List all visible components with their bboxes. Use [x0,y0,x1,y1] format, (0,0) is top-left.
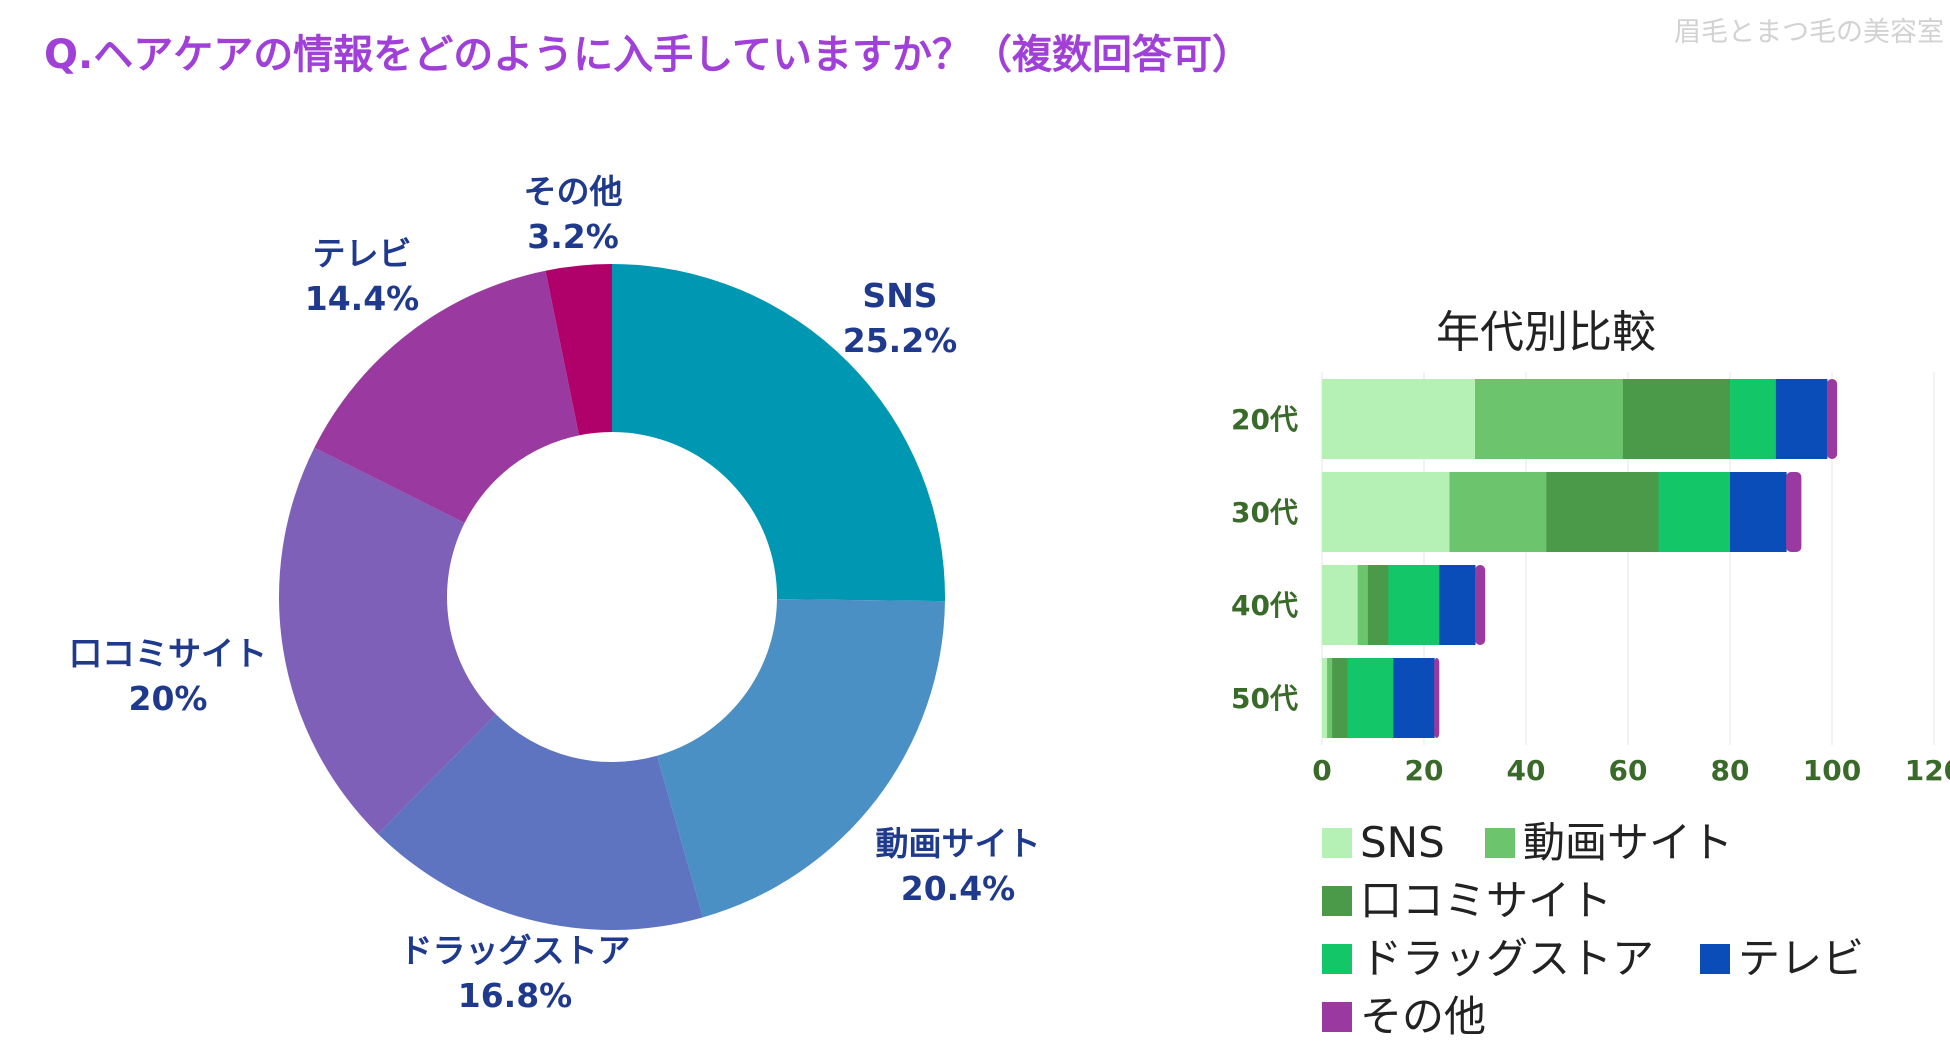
bar-segment [1388,565,1440,645]
legend-label: その他 [1360,992,1486,1041]
bar-segment [1367,565,1389,645]
bar-segment [1434,658,1440,738]
y-tick-label: 20代 [1231,403,1298,436]
bar-segment [1322,658,1328,738]
donut-slice-5 [545,264,612,436]
bar-chart-title: 年代別比較 [1436,307,1656,358]
donut-slice-0 [612,264,945,602]
x-tick-label: 0 [1312,754,1331,787]
bar-segment [1546,472,1660,552]
bar-segment [1730,379,1777,459]
legend-label: SNS [1360,818,1445,867]
slice-value-label: 14.4% [305,279,420,318]
x-tick-label: 60 [1609,754,1648,787]
slice-value-label: 20% [129,679,208,718]
legend-swatch [1700,944,1730,974]
x-tick-label: 100 [1803,754,1861,787]
legend-swatch [1485,828,1515,858]
legend-label: 口コミサイト [1360,876,1612,925]
watermark: 眉毛とまつ毛の美容室 [1674,17,1944,48]
bar-segment [1786,472,1802,552]
x-tick-label: 20 [1405,754,1444,787]
bar-segment [1327,658,1333,738]
legend-swatch [1322,1002,1352,1032]
x-tick-label: 40 [1507,754,1546,787]
legend-label: テレビ [1738,934,1864,983]
slice-value-label: 20.4% [901,869,1016,908]
legend-swatch [1322,944,1352,974]
page-title: Q.ヘアケアの情報をどのように入手していますか？（複数回答可） [44,32,1252,78]
bar-segment [1393,658,1435,738]
donut-chart: SNS 25.2% 動画サイト 20.4% ドラッグストア 16.8% 口コミサイト 20% テ… [69,172,1041,1015]
bar-segment [1658,472,1731,552]
slice-label: ドラッグストア [400,931,631,970]
legend-swatch [1322,886,1352,916]
legend-label: ドラッグストア [1360,934,1654,983]
bar-segment [1730,472,1787,552]
bar-segment [1347,658,1394,738]
donut-slice-2 [378,714,703,930]
bar-segment [1439,565,1476,645]
slice-value-label: 25.2% [843,321,958,360]
bar-segment [1322,379,1476,459]
bar-segment [1449,472,1547,552]
donut-slice-3 [278,447,497,834]
y-tick-label: 40代 [1231,589,1298,622]
bar-segment [1475,379,1624,459]
y-tick-label: 50代 [1231,682,1298,715]
x-tick-label: 80 [1711,754,1750,787]
donut-slice-1 [657,599,945,918]
bar-segment [1322,565,1359,645]
slice-label: テレビ [313,234,412,273]
bar-segment [1775,379,1828,459]
x-tick-label: 120 [1905,754,1950,787]
slice-label: その他 [524,172,623,211]
slice-label: SNS [862,276,937,315]
bar-segment [1826,379,1838,459]
slice-label: 口コミサイト [69,634,267,673]
donut-slice-4 [314,270,580,524]
bar-segment [1475,565,1486,645]
slice-label: 動画サイト [876,824,1041,863]
y-tick-label: 30代 [1231,496,1298,529]
bar-segment [1622,379,1731,459]
slice-value-label: 3.2% [527,217,619,256]
legend-swatch [1322,828,1352,858]
bar-segment [1332,658,1348,738]
stacked-bar-chart: 年代別比較 20代 30代 40代 50代 0 20 40 60 80 100 120 SNS 動画サイト… [1231,307,1950,1041]
bar-segment [1322,472,1450,552]
bar-segment [1357,565,1369,645]
slice-value-label: 16.8% [458,976,573,1015]
legend-label: 動画サイト [1523,818,1733,867]
